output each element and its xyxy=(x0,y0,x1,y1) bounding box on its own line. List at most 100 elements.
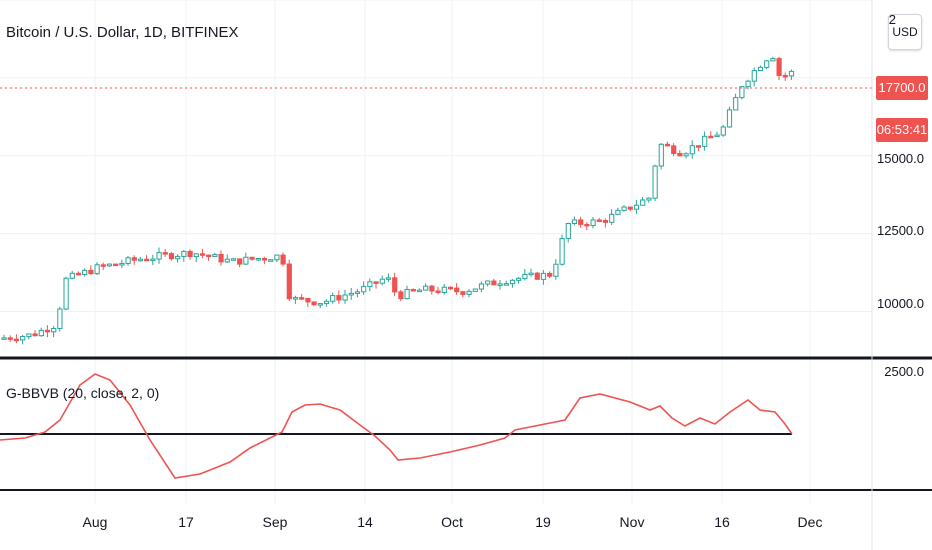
time-axis-label: Aug xyxy=(82,514,108,530)
candle-body xyxy=(590,219,596,227)
candle-body xyxy=(317,303,323,306)
candle-body xyxy=(125,257,131,264)
currency-button[interactable]: USD xyxy=(888,14,922,50)
candle-body xyxy=(94,264,100,275)
candle-body xyxy=(156,252,162,260)
candle-body xyxy=(516,277,522,281)
candle-body xyxy=(472,288,478,292)
candle-body xyxy=(187,250,193,258)
candle-body xyxy=(429,285,435,292)
candle-body xyxy=(540,272,547,280)
candle-body xyxy=(788,70,795,77)
candle-body xyxy=(311,301,317,306)
candle-body xyxy=(392,277,398,293)
candle-body xyxy=(292,297,299,300)
candle-body xyxy=(695,145,702,148)
candle-body xyxy=(144,258,150,262)
candle-body xyxy=(522,273,528,279)
candle-body xyxy=(385,277,392,280)
candle-body xyxy=(100,264,106,267)
candle-body xyxy=(435,290,441,293)
candle-body xyxy=(503,283,509,286)
candle-body xyxy=(677,153,683,157)
indicator-title: G-BBVB (20, close, 2, 0) xyxy=(6,385,160,401)
candle-body xyxy=(454,287,460,293)
time-axis-label: 16 xyxy=(714,514,730,530)
candle-body xyxy=(379,278,385,284)
candle-body xyxy=(466,290,472,295)
candle-body xyxy=(702,135,708,147)
candle-body xyxy=(113,263,119,267)
time-axis-label: Oct xyxy=(441,514,463,530)
candle-body xyxy=(323,300,330,305)
countdown-tag: 06:53:41 xyxy=(876,118,928,142)
candle-body xyxy=(528,272,534,276)
candle-body xyxy=(280,254,286,265)
candle-body xyxy=(106,263,113,267)
time-axis-label: 14 xyxy=(357,514,373,530)
candle-body xyxy=(255,257,261,261)
candle-body xyxy=(497,283,503,286)
candle-body xyxy=(361,286,367,293)
candle-body xyxy=(131,257,137,261)
candle-body xyxy=(13,338,20,342)
candle-body xyxy=(230,258,237,261)
candle-body xyxy=(268,259,274,262)
candle-body xyxy=(249,256,255,260)
candle-body xyxy=(57,308,63,330)
time-axis-label: 17 xyxy=(178,514,194,530)
candle-body xyxy=(423,285,429,291)
candle-body xyxy=(162,252,168,255)
time-axis-label: Sep xyxy=(262,514,288,530)
candle-body xyxy=(776,58,782,76)
candle-body xyxy=(32,333,38,337)
candle-body xyxy=(181,250,187,257)
candle-body xyxy=(751,70,757,82)
candle-body xyxy=(367,281,373,288)
candle-body xyxy=(237,258,243,265)
price-axis-label: 12500.0 xyxy=(877,223,924,238)
candle-body xyxy=(764,60,770,68)
candle-body xyxy=(664,143,671,147)
candle-body xyxy=(82,269,88,276)
candle-body xyxy=(733,97,739,111)
candle-body xyxy=(348,292,354,296)
candle-body xyxy=(714,134,720,138)
indicator-line xyxy=(0,373,793,479)
candle-body xyxy=(584,223,590,227)
candle-body xyxy=(243,256,249,265)
candle-body xyxy=(509,279,516,285)
candle-body xyxy=(782,74,788,78)
price-axis-label: 2 xyxy=(888,12,896,27)
candle-body xyxy=(26,333,32,338)
candle-body xyxy=(354,291,361,294)
indicator-axis-label: 2500.0 xyxy=(884,364,924,379)
candle-body xyxy=(398,291,404,300)
candle-body xyxy=(571,219,578,224)
candle-body xyxy=(416,289,423,293)
candle-body xyxy=(274,254,280,261)
candle-body xyxy=(305,297,311,303)
candle-body xyxy=(75,272,82,276)
candle-body xyxy=(615,209,621,215)
candle-body xyxy=(671,145,677,155)
candle-body xyxy=(150,258,156,262)
candle-body xyxy=(478,283,485,290)
candle-body xyxy=(720,126,726,136)
candle-body xyxy=(20,336,26,341)
candle-body xyxy=(447,286,454,290)
candle-body xyxy=(646,197,652,201)
candle-body xyxy=(652,165,658,199)
candle-body xyxy=(602,220,609,223)
candle-body xyxy=(218,253,224,263)
time-axis-label: Dec xyxy=(797,514,823,530)
candle-body xyxy=(410,288,416,292)
candle-body xyxy=(336,295,342,301)
candle-body xyxy=(745,80,751,88)
candle-body xyxy=(212,253,218,257)
candle-body xyxy=(460,291,466,295)
candle-body xyxy=(38,329,44,337)
candle-body xyxy=(330,295,336,302)
candle-body xyxy=(404,288,410,300)
